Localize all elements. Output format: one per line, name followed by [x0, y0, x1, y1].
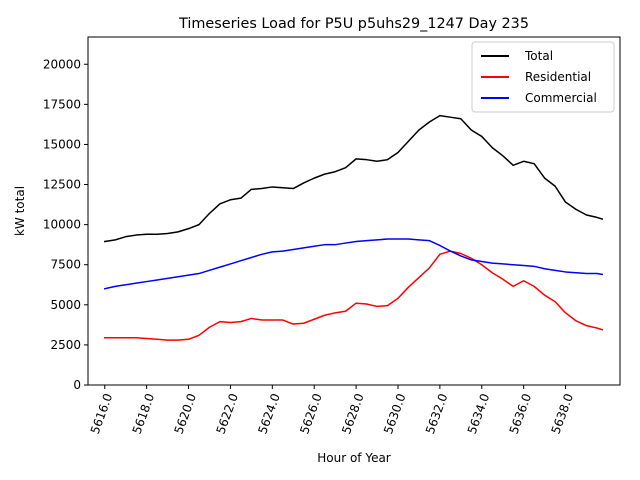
series-line-residential — [104, 250, 604, 341]
plot-frame — [87, 36, 621, 386]
y-tick-label: 15000 — [43, 137, 81, 151]
y-axis-label: kW total — [13, 186, 27, 236]
x-axis-label: Hour of Year — [317, 451, 391, 465]
y-tick-label: 20000 — [43, 57, 81, 71]
y-tick-label: 0 — [73, 378, 81, 392]
legend: Total Residential Commercial — [471, 41, 615, 113]
y-tick-label: 17500 — [43, 97, 81, 111]
chart-title: Timeseries Load for P5U p5uhs29_1247 Day… — [178, 16, 529, 32]
legend-box — [471, 41, 615, 113]
y-tick-label: 2500 — [50, 338, 81, 352]
series-line-total — [103, 114, 604, 243]
legend-label-total: Total — [524, 49, 553, 63]
y-tick-label: 7500 — [50, 258, 81, 272]
series-line-commercial — [103, 238, 604, 290]
y-axis-ticks: 0 2500 5000 7500 10000 12500 15000 17500 20000 — [43, 57, 88, 392]
y-tick-label: 10000 — [43, 218, 81, 232]
y-tick-label: 12500 — [43, 178, 81, 192]
legend-label-residential: Residential — [525, 70, 591, 84]
y-tick-label: 5000 — [50, 298, 81, 312]
legend-label-commercial: Commercial — [525, 91, 597, 105]
series-layer — [103, 114, 604, 341]
